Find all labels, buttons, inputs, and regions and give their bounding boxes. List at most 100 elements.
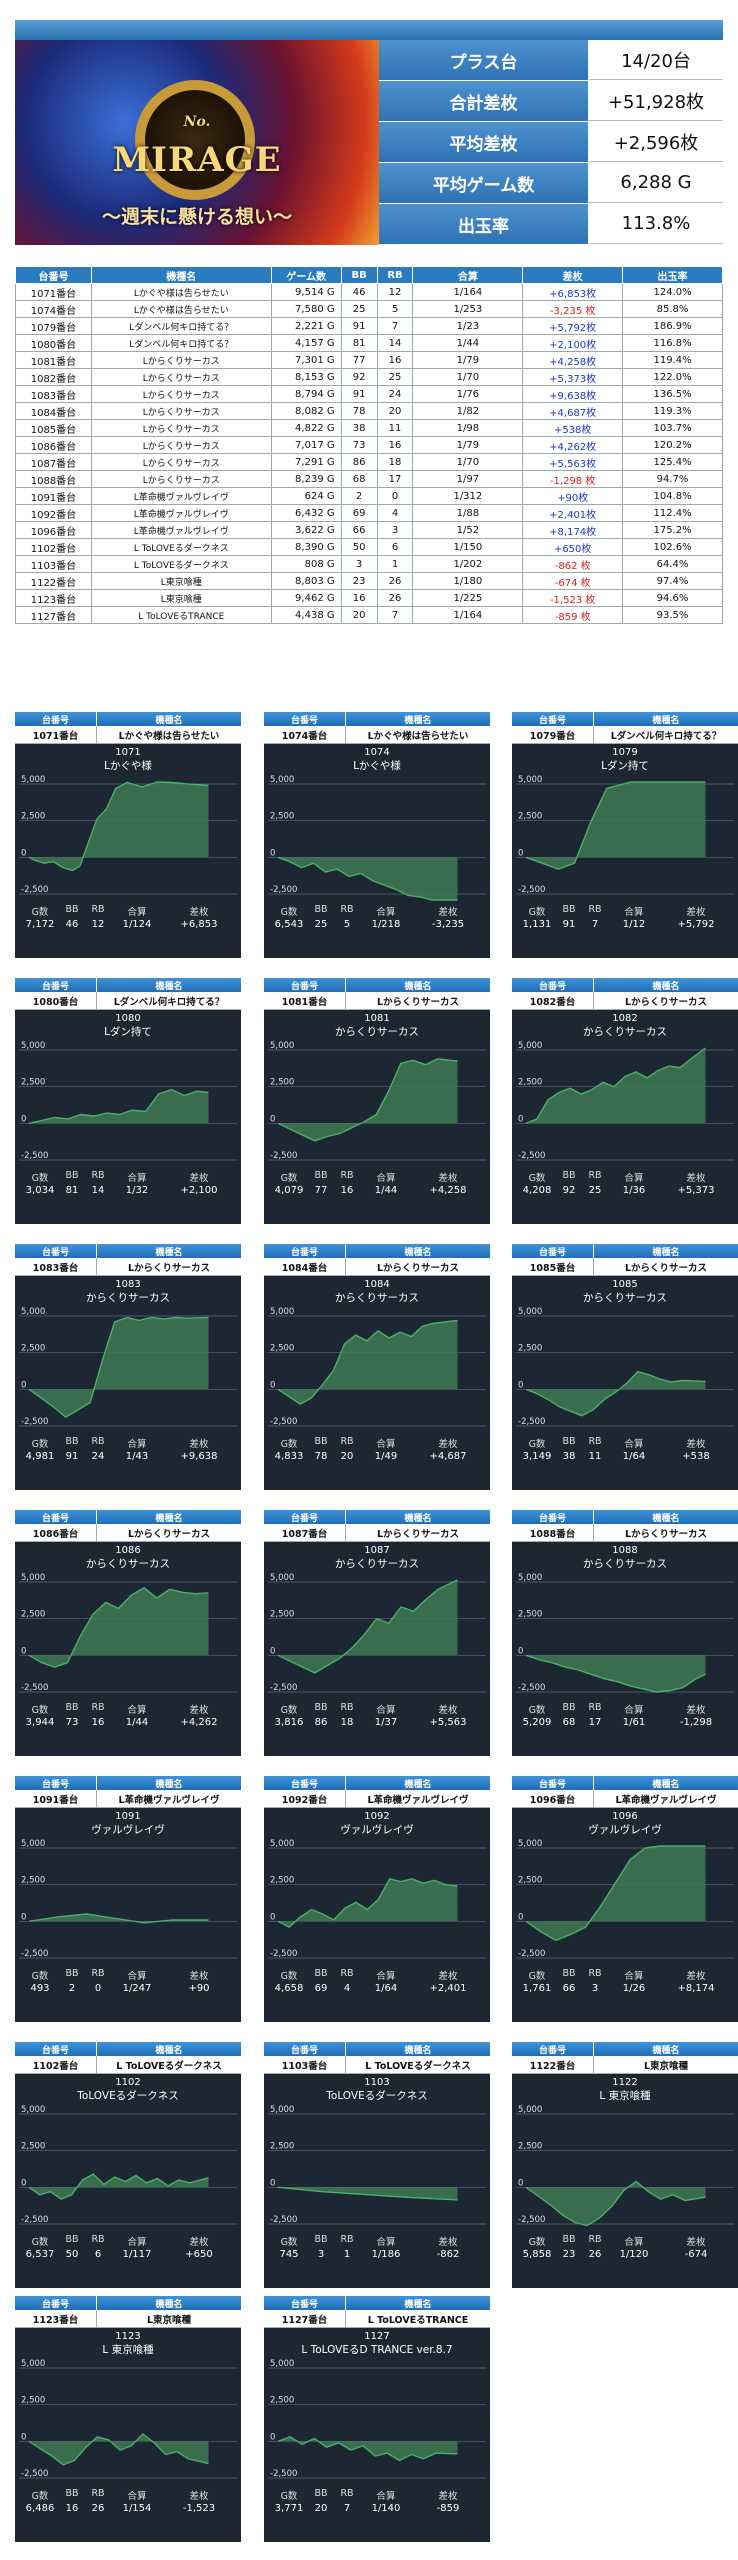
stat-prob: 1/44 — [125, 1717, 149, 1728]
chart-plot-area: 5,000 2,500 0 -2,500 — [264, 2104, 490, 2232]
stat-label-prob: 合算 — [376, 907, 396, 918]
y-tick-label: 5,000 — [21, 1573, 45, 1583]
y-tick-label: 5,000 — [21, 2105, 45, 2115]
cell-prob: 1/312 — [412, 487, 524, 505]
stat-games: 5,858 — [522, 2249, 552, 2260]
column-header: 台番号 — [15, 266, 92, 284]
machine-chart-card: 台番号 機種名 1079番台 Lダンベル何キロ持てる？ 1079 Lダン持て 5,000 2,… — [512, 712, 738, 958]
machine-chart-card: 台番号 機種名 1091番台 L革命機ヴァルヴレイヴ 1091 ヴァルヴレイヴ 5,000 2… — [15, 1776, 241, 2022]
card-header-model: 機種名 — [404, 1779, 432, 1790]
card-header-model: 機種名 — [155, 981, 183, 992]
card-model-name: Lからくりサーカス — [127, 1262, 211, 1274]
cell-bb: 16 — [340, 589, 378, 607]
stat-label-bb: BB — [562, 1170, 576, 1181]
stat-prob: 1/43 — [125, 1451, 149, 1462]
stat-prob: 1/186 — [371, 2249, 401, 2260]
chart-title: Lダン持て — [601, 760, 649, 772]
stats-values: 3,034 81 14 1/32 +2,100 — [15, 1184, 241, 1196]
table-row: 1103番台 L ToLOVEるダークネス 808 G 3 1 1/202 -862 枚 64… — [15, 555, 723, 573]
cell-no: 1079番台 — [15, 317, 92, 335]
stat-label-rb: RB — [588, 1702, 602, 1713]
card-values: 1086番台 Lからくりサーカス — [15, 1524, 241, 1542]
y-tick-label: 5,000 — [21, 1307, 45, 1317]
card-header-no: 台番号 — [15, 978, 97, 992]
chart-number: 1074 — [364, 747, 390, 758]
cell-rb: 11 — [376, 419, 414, 437]
chart-title: からくりサーカス — [86, 1292, 170, 1304]
stats-values: 1,131 91 7 1/12 +5,792 — [512, 918, 738, 930]
stat-label-diff: 差枚 — [438, 1705, 458, 1716]
stat-bb: 16 — [65, 2503, 79, 2514]
series-line — [277, 2186, 458, 2201]
y-tick-label: -2,500 — [270, 1683, 297, 1693]
y-tick-label: 5,000 — [270, 1573, 294, 1583]
stat-label-g: G数 — [31, 2237, 49, 2248]
cell-prob: 1/70 — [412, 453, 524, 471]
card-model-name: L東京喰種 — [146, 2314, 192, 2326]
stat-games: 745 — [279, 2249, 299, 2260]
summary-value: 113.8% — [589, 204, 723, 244]
card-header-model: 機種名 — [652, 1779, 680, 1790]
card-header-model: 機種名 — [404, 2045, 432, 2056]
chart-title: ToLOVEるダークネス — [326, 2090, 428, 2102]
stat-diff: +4,262 — [180, 1717, 218, 1728]
cell-games: 4,822 G — [270, 419, 342, 437]
stat-label-prob: 合算 — [376, 1439, 396, 1450]
card-values: 1080番台 Lダンベル何キロ持てる？ — [15, 992, 241, 1010]
cell-games: 2,221 G — [270, 317, 342, 335]
cell-model: L ToLOVEるダークネス — [90, 555, 272, 573]
stat-label-g: G数 — [528, 2237, 546, 2248]
card-machine-no: 1071番台 — [15, 726, 97, 743]
card-model-name: L革命機ヴァルヴレイヴ — [615, 1794, 717, 1806]
y-tick-label: 0 — [518, 1912, 523, 1922]
stat-bb: 46 — [65, 919, 79, 930]
card-header: 台番号 機種名 — [264, 712, 490, 726]
card-header-no: 台番号 — [264, 1244, 346, 1258]
cell-diff: +9,638枚 — [522, 385, 624, 403]
card-values: 1092番台 L革命機ヴァルヴレイヴ — [264, 1790, 490, 1808]
y-tick-label: 5,000 — [518, 775, 542, 785]
stat-prob: 1/154 — [122, 2503, 152, 2514]
cell-rate: 186.9% — [622, 317, 723, 335]
stat-games: 4,658 — [274, 1983, 304, 1994]
summary-label: 平均ゲーム数 — [379, 163, 589, 203]
series-line — [277, 1058, 458, 1142]
stat-rb: 26 — [91, 2503, 105, 2514]
cell-no: 1127番台 — [15, 606, 92, 624]
summary-label: 合計差枚 — [379, 81, 589, 121]
cell-bb: 69 — [340, 504, 378, 522]
chart-title: からくりサーカス — [335, 1026, 419, 1038]
card-header: 台番号 機種名 — [512, 2042, 738, 2056]
card-header: 台番号 機種名 — [264, 2296, 490, 2310]
stat-label-bb: BB — [562, 1968, 576, 1979]
banner-line1: No. — [183, 114, 211, 130]
y-tick-label: 0 — [518, 1380, 523, 1390]
cell-no: 1087番台 — [15, 453, 92, 471]
stat-label-diff: 差枚 — [686, 1173, 706, 1184]
y-tick-label: 0 — [21, 848, 26, 858]
card-header-no: 台番号 — [264, 1776, 346, 1790]
stat-label-diff: 差枚 — [438, 1971, 458, 1982]
cell-rb: 7 — [376, 317, 414, 335]
card-header-model: 機種名 — [652, 1513, 680, 1524]
cell-diff: +8,174枚 — [522, 521, 624, 539]
table-row: 1084番台 Lからくりサーカス 8,082 G 78 20 1/82 +4,687枚 119… — [15, 402, 723, 420]
banner-subtitle: 〜週末に懸ける想い〜 — [101, 206, 292, 228]
summary-label: プラス台 — [379, 40, 589, 80]
y-tick-label: -2,500 — [21, 885, 48, 895]
stat-label-g: G数 — [31, 1705, 49, 1716]
card-header-model: 機種名 — [155, 2299, 183, 2310]
cell-prob: 1/79 — [412, 351, 524, 369]
cell-rb: 18 — [376, 453, 414, 471]
stat-rb: 4 — [343, 1983, 351, 1994]
y-tick-label: 0 — [270, 848, 275, 858]
cell-games: 7,291 G — [270, 453, 342, 471]
summary-row: 平均ゲーム数 6,288 G — [379, 163, 723, 204]
cell-diff: +4,687枚 — [522, 402, 624, 420]
chart-plot-area: 5,000 2,500 0 -2,500 — [15, 1040, 241, 1168]
summary-value: 14/20台 — [589, 40, 723, 80]
chart-number: 1081 — [364, 1013, 390, 1024]
stat-label-diff: 差枚 — [189, 2237, 209, 2248]
card-machine-no: 1123番台 — [15, 2310, 97, 2327]
y-tick-label: -2,500 — [518, 2215, 545, 2225]
